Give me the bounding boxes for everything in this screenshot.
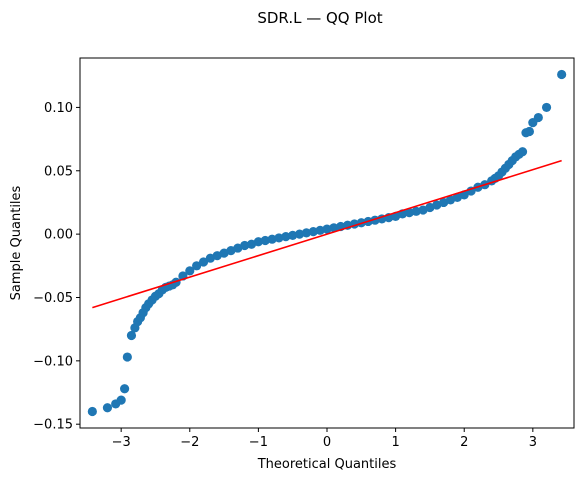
data-point [267,234,277,244]
x-tick-label: 2 [460,435,468,450]
x-tick-label: 1 [391,435,399,450]
x-axis: −3 −2 −1 0 1 2 3 [112,428,537,450]
y-axis: −0.15 −0.10 −0.05 0.00 0.05 0.10 [33,101,80,433]
y-axis-title: Sample Quantiles [9,185,24,300]
data-point [87,406,97,417]
data-point [541,102,552,113]
data-point [192,261,202,271]
data-point [517,147,528,157]
data-point [198,257,209,267]
y-tick-label: −0.05 [33,291,73,306]
data-point [404,207,414,218]
data-point [185,266,195,276]
data-point [126,330,137,341]
data-point [260,235,270,246]
x-axis-title: Theoretical Quantiles [257,457,397,472]
x-tick-label: −2 [180,435,199,450]
y-tick-label: 0.00 [44,228,73,243]
data-point [240,240,250,251]
chart-title: SDR.L — QQ Plot [257,9,382,27]
x-tick-label: 3 [529,435,537,450]
data-point [274,233,284,243]
plot-area [87,69,567,417]
y-tick-label: 0.10 [44,101,73,116]
data-point [301,228,312,238]
data-point [329,223,339,233]
plot-frame [79,57,575,429]
data-point [315,225,325,235]
data-point [524,126,535,137]
x-tick-label: −3 [112,435,131,450]
x-tick-label: −1 [249,435,268,450]
data-point [557,69,567,80]
y-tick-label: −0.15 [33,418,73,433]
y-tick-label: 0.05 [44,164,73,179]
data-point [102,403,113,413]
data-point [253,237,263,247]
data-point [308,227,318,237]
data-point [294,229,305,239]
data-point [533,112,543,123]
data-point [116,395,126,405]
x-tick-label: 0 [323,435,331,450]
data-point [411,206,421,216]
data-point [288,230,298,240]
data-point [322,224,332,234]
data-point [122,352,132,362]
data-point [281,232,291,242]
data-point [120,384,130,394]
reference-line [92,159,562,309]
y-tick-label: −0.10 [33,354,73,369]
